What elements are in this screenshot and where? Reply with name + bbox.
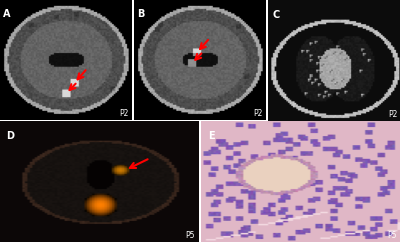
Text: B: B [137, 9, 145, 19]
Text: P5: P5 [387, 231, 396, 240]
Text: C: C [272, 10, 279, 20]
Text: P2: P2 [253, 109, 263, 118]
Text: A: A [3, 9, 11, 19]
Text: P2: P2 [388, 110, 398, 119]
Text: E: E [208, 131, 214, 141]
Text: P2: P2 [119, 109, 129, 118]
Text: P5: P5 [185, 231, 195, 240]
Text: D: D [6, 131, 14, 141]
